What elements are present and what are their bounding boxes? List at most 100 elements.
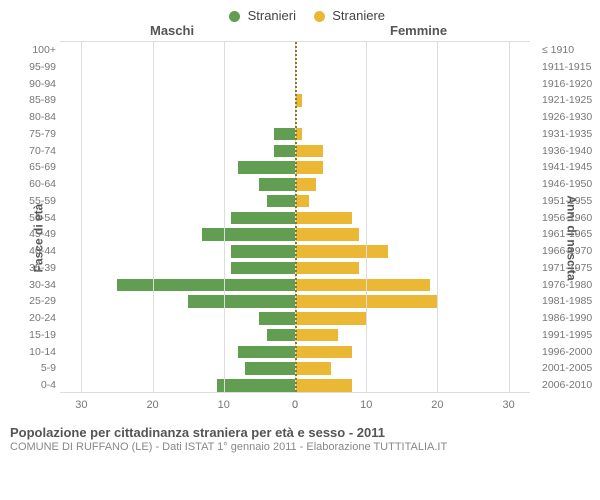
- birth-year-label: 1946-1950: [542, 176, 596, 193]
- age-label: 55-59: [2, 193, 56, 210]
- bar-female: [295, 145, 323, 158]
- gridline: [153, 42, 154, 392]
- age-label: 25-29: [2, 293, 56, 310]
- bar-male: [267, 329, 295, 342]
- birth-year-label: 1961-1965: [542, 226, 596, 243]
- age-label: 60-64: [2, 176, 56, 193]
- birth-year-label: 1966-1970: [542, 243, 596, 260]
- birth-year-label: 1926-1930: [542, 109, 596, 126]
- age-label: 80-84: [2, 109, 56, 126]
- age-label: 85-89: [2, 92, 56, 109]
- birth-year-label: 1981-1985: [542, 293, 596, 310]
- birth-year-label: 1951-1955: [542, 193, 596, 210]
- bar-male: [202, 228, 295, 241]
- bar-female: [295, 262, 359, 275]
- birth-year-label: 1911-1915: [542, 59, 596, 76]
- age-label: 10-14: [2, 344, 56, 361]
- bar-female: [295, 245, 388, 258]
- pyramid-midline: [295, 42, 297, 392]
- legend-swatch-female: [314, 11, 325, 22]
- column-title-male: Maschi: [150, 23, 194, 38]
- bar-female: [295, 161, 323, 174]
- bar-female: [295, 346, 352, 359]
- bar-female: [295, 379, 352, 392]
- bar-male: [188, 295, 295, 308]
- population-pyramid-chart: Fasce di età Anni di nascita 100+≤ 19109…: [0, 41, 600, 421]
- bar-male: [267, 195, 295, 208]
- footer-title: Popolazione per cittadinanza straniera p…: [10, 425, 590, 440]
- gridline: [81, 42, 82, 392]
- bar-male: [231, 212, 295, 225]
- bar-male: [117, 279, 295, 292]
- bar-female: [295, 312, 366, 325]
- bar-male: [274, 145, 295, 158]
- birth-year-label: 1936-1940: [542, 143, 596, 160]
- age-label: 75-79: [2, 126, 56, 143]
- bar-female: [295, 228, 359, 241]
- plot-area: 100+≤ 191095-991911-191590-941916-192085…: [60, 41, 530, 393]
- legend: Stranieri Straniere: [0, 0, 600, 23]
- bar-female: [295, 279, 430, 292]
- birth-year-label: 1921-1925: [542, 92, 596, 109]
- bar-female: [295, 329, 338, 342]
- birth-year-label: 1941-1945: [542, 159, 596, 176]
- age-label: 100+: [2, 42, 56, 59]
- gridline: [366, 42, 367, 392]
- birth-year-label: 2001-2005: [542, 360, 596, 377]
- birth-year-label: 1991-1995: [542, 327, 596, 344]
- x-tick-label: 10: [360, 399, 372, 411]
- birth-year-label: 1986-1990: [542, 310, 596, 327]
- x-tick-label: 20: [146, 399, 158, 411]
- birth-year-label: 1956-1960: [542, 210, 596, 227]
- bar-female: [295, 212, 352, 225]
- birth-year-label: 2006-2010: [542, 377, 596, 394]
- birth-year-label: 1976-1980: [542, 277, 596, 294]
- bar-male: [274, 128, 295, 141]
- x-tick-label: 30: [503, 399, 515, 411]
- birth-year-label: ≤ 1910: [542, 42, 596, 59]
- bar-male: [245, 362, 295, 375]
- birth-year-label: 1996-2000: [542, 344, 596, 361]
- age-label: 35-39: [2, 260, 56, 277]
- age-label: 50-54: [2, 210, 56, 227]
- column-title-female: Femmine: [390, 23, 447, 38]
- age-label: 40-44: [2, 243, 56, 260]
- x-tick-label: 0: [292, 399, 298, 411]
- bar-male: [238, 161, 295, 174]
- age-label: 70-74: [2, 143, 56, 160]
- birth-year-label: 1916-1920: [542, 76, 596, 93]
- age-label: 90-94: [2, 76, 56, 93]
- x-tick-label: 20: [431, 399, 443, 411]
- bar-female: [295, 362, 331, 375]
- age-label: 65-69: [2, 159, 56, 176]
- bar-male: [231, 262, 295, 275]
- age-label: 20-24: [2, 310, 56, 327]
- gridline: [437, 42, 438, 392]
- gridline: [224, 42, 225, 392]
- gridline: [509, 42, 510, 392]
- age-label: 45-49: [2, 226, 56, 243]
- bar-female: [295, 195, 309, 208]
- bar-male: [217, 379, 295, 392]
- x-tick-label: 10: [218, 399, 230, 411]
- bar-male: [259, 312, 295, 325]
- legend-label-female: Straniere: [332, 8, 385, 23]
- age-label: 30-34: [2, 277, 56, 294]
- x-axis-ticks: 30201000102030: [60, 399, 530, 415]
- column-titles: Maschi Femmine: [0, 23, 600, 41]
- age-label: 5-9: [2, 360, 56, 377]
- legend-swatch-male: [229, 11, 240, 22]
- bar-female: [295, 178, 316, 191]
- chart-footer: Popolazione per cittadinanza straniera p…: [0, 421, 600, 453]
- x-tick-label: 30: [75, 399, 87, 411]
- bar-male: [259, 178, 295, 191]
- birth-year-label: 1931-1935: [542, 126, 596, 143]
- age-label: 0-4: [2, 377, 56, 394]
- footer-subtitle: COMUNE DI RUFFANO (LE) - Dati ISTAT 1° g…: [10, 441, 590, 453]
- bar-male: [231, 245, 295, 258]
- legend-label-male: Stranieri: [248, 8, 296, 23]
- bar-male: [238, 346, 295, 359]
- age-label: 95-99: [2, 59, 56, 76]
- birth-year-label: 1971-1975: [542, 260, 596, 277]
- age-label: 15-19: [2, 327, 56, 344]
